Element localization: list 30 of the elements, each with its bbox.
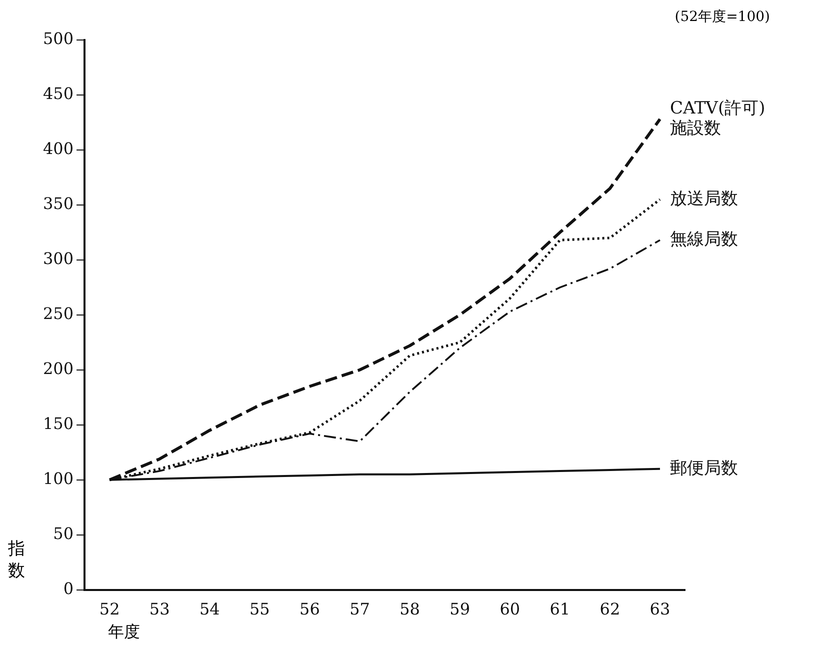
y-axis-title: 指数 [8,538,26,582]
x-tick-label: 53 [149,600,170,619]
x-tick-label: 61 [550,600,570,619]
y-tick-label: 450 [42,84,74,104]
series-label: 放送局数 [670,188,738,209]
y-tick-label: 100 [42,468,74,488]
x-axis-title: 年度 [108,622,140,643]
x-tick-label: 63 [650,600,670,619]
x-tick-label: 55 [249,600,270,619]
series-label: 無線局数 [670,230,738,250]
y-tick-label: 500 [42,29,74,48]
x-tick-label: 58 [400,600,420,619]
x-tick-label: 57 [350,600,370,619]
y-tick-label: 400 [42,139,74,158]
text: (52年度=100) [674,8,770,26]
series-label: CATV(許可)施設数 [670,98,766,139]
y-tick-label: 350 [42,194,74,214]
x-tick-label: 52 [99,600,120,619]
y-tick-label: 250 [42,304,74,324]
x-tick-label: 59 [450,600,470,619]
y-tick-label: 300 [42,249,74,268]
series-label: 郵便局数 [670,458,738,478]
x-tick-label: 62 [600,600,620,619]
y-tick-label: 200 [42,359,74,378]
y-tick-label: 50 [53,524,74,543]
y-tick-label: 0 [63,578,74,598]
x-tick-label: 56 [300,600,320,619]
y-tick-label: 150 [42,414,74,434]
x-tick-label: 60 [500,600,520,619]
x-tick-label: 54 [199,600,220,619]
